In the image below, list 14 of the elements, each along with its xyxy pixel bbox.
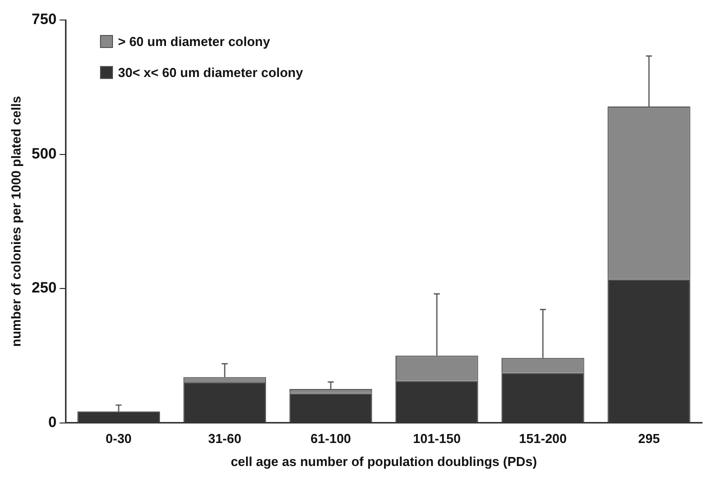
legend-label: > 60 um diameter colony: [118, 34, 270, 49]
x-tick-label: 0-30: [106, 431, 132, 446]
x-tick-label: 295: [638, 431, 660, 446]
x-tick-label: 61-100: [310, 431, 352, 446]
y-tick-label: 0: [48, 414, 57, 431]
x-tick-label: 31-60: [208, 431, 242, 446]
x-tick-label: 101-150: [412, 431, 461, 446]
legend-label: 30< x< 60 um diameter colony: [118, 65, 303, 80]
y-tick-label: 250: [32, 280, 57, 297]
x-axis-title: cell age as number of population doublings (PDs): [230, 454, 537, 469]
y-tick-label: 500: [32, 145, 57, 162]
y-axis-title: number of colonies per 1000 plated cells: [8, 96, 24, 347]
x-tick-label: 151-200: [519, 431, 567, 446]
y-tick-label: 750: [32, 11, 57, 28]
